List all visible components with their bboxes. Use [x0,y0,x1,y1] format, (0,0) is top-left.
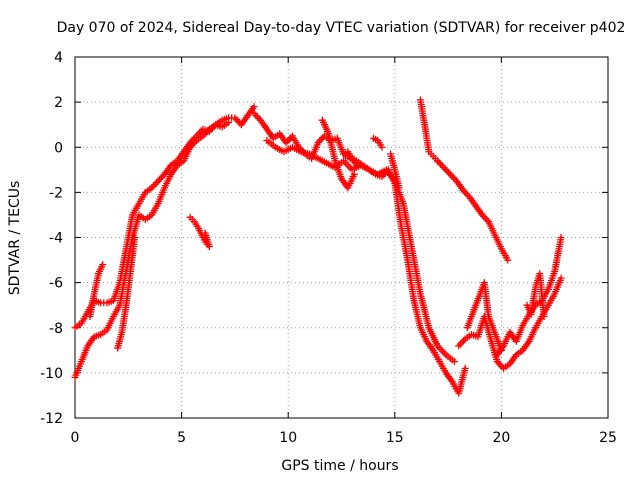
data-point [99,261,107,269]
data-point [557,274,565,282]
data-point [504,256,512,264]
data-point [225,118,233,126]
data-point [250,103,258,111]
data-point [378,143,386,151]
data-point [352,161,360,169]
data-point [461,364,469,372]
x-tick-label: 0 [71,430,80,446]
x-tick-label: 20 [492,430,510,446]
data-points [71,96,565,397]
axes [74,56,609,419]
y-tick-label: -8 [49,321,63,337]
data-point [131,234,139,241]
y-axis-label: SDTVAR / TECUs [7,181,23,296]
y-tick-label: 4 [54,50,63,66]
x-tick-label: 10 [279,430,297,446]
x-axis-label: GPS time / hours [281,458,398,474]
x-tick-label: 25 [599,430,617,446]
data-point [540,312,548,320]
y-tick-label: -6 [49,276,63,292]
data-point [205,243,213,251]
tick-labels: 0 5 10 15 20 25 -12 -10 -8 -6 -4 -2 0 2 4 [40,50,617,446]
y-tick-label: 0 [54,140,63,156]
y-tick-label: -4 [49,231,63,247]
y-tick-label: 2 [54,95,63,111]
chart-title: Day 070 of 2024, Sidereal Day-to-day VTE… [57,20,626,36]
y-tick-label: -12 [40,411,63,427]
data-point [450,358,458,366]
y-tick-label: -2 [49,185,63,201]
x-tick-label: 5 [177,430,186,446]
data-point [395,184,403,192]
data-point [350,170,358,178]
data-point [557,234,565,241]
x-tick-label: 15 [386,430,404,446]
y-tick-label: -10 [40,366,63,382]
